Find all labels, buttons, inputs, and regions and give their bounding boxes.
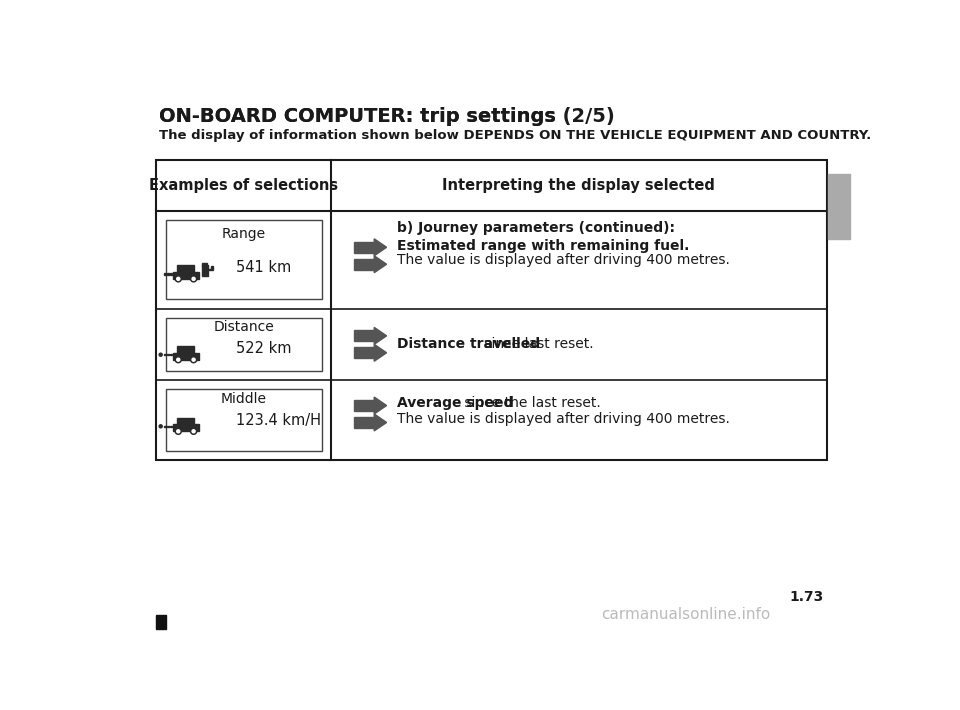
Bar	[164, 273, 166, 275]
Bar	[167, 273, 169, 275]
Bar	[207, 268, 211, 271]
Bar	[203, 263, 206, 266]
Text: since last reset.: since last reset.	[480, 337, 594, 351]
Text: Distance: Distance	[213, 320, 274, 334]
Bar	[164, 354, 166, 356]
Text: Average speed: Average speed	[396, 396, 513, 410]
Bar	[174, 424, 199, 431]
Circle shape	[177, 430, 180, 433]
Bar	[354, 347, 374, 358]
Bar	[174, 272, 199, 279]
Text: carmanualsonline.info: carmanualsonline.info	[601, 608, 770, 623]
Polygon shape	[374, 414, 387, 431]
Bar	[170, 425, 172, 427]
Polygon shape	[374, 327, 387, 344]
Polygon shape	[374, 239, 387, 256]
Bar	[178, 417, 194, 426]
Text: The value is displayed after driving 400 metres.: The value is displayed after driving 400…	[396, 253, 730, 267]
Text: 123.4 km/H: 123.4 km/H	[236, 413, 322, 427]
Text: 541 km: 541 km	[236, 260, 292, 275]
Circle shape	[192, 430, 195, 433]
Bar	[828, 174, 850, 239]
Bar	[354, 259, 374, 270]
Bar	[166, 389, 322, 451]
Text: 1.73: 1.73	[789, 590, 824, 604]
Bar	[354, 417, 374, 428]
Text: ON-BOARD COMPUTER: trip settings (2/5): ON-BOARD COMPUTER: trip settings (2/5)	[158, 106, 614, 126]
Text: Examples of selections: Examples of selections	[149, 178, 338, 193]
Circle shape	[190, 356, 197, 363]
Circle shape	[175, 428, 181, 435]
Text: Range: Range	[222, 226, 266, 241]
Bar	[354, 330, 374, 342]
Text: Distance travelled: Distance travelled	[396, 337, 540, 351]
Bar	[178, 346, 194, 354]
Text: The value is displayed after driving 400 metres.: The value is displayed after driving 400…	[396, 412, 730, 425]
Bar	[167, 425, 169, 427]
Text: Estimated range with remaining fuel.: Estimated range with remaining fuel.	[396, 239, 689, 253]
Text: The display of information shown below DEPENDS ON THE VEHICLE EQUIPMENT AND COUN: The display of information shown below D…	[158, 129, 871, 142]
Polygon shape	[374, 397, 387, 414]
Bar	[167, 354, 169, 356]
Polygon shape	[374, 344, 387, 361]
Text: b) Journey parameters (continued):: b) Journey parameters (continued):	[396, 221, 675, 234]
Polygon shape	[374, 256, 387, 273]
Circle shape	[192, 358, 195, 361]
Bar	[202, 266, 207, 276]
Circle shape	[190, 275, 197, 282]
Bar	[174, 353, 199, 360]
Circle shape	[175, 356, 181, 363]
Circle shape	[192, 278, 195, 280]
Bar	[166, 220, 322, 299]
Text: Middle: Middle	[221, 392, 267, 405]
Bar	[164, 425, 166, 427]
Bar	[178, 266, 194, 273]
Circle shape	[177, 278, 180, 280]
Text: since the last reset.: since the last reset.	[460, 396, 601, 410]
Bar	[166, 318, 322, 371]
Bar	[354, 242, 374, 253]
Circle shape	[177, 358, 180, 361]
Bar	[170, 273, 172, 275]
Bar	[170, 354, 172, 356]
Circle shape	[175, 275, 181, 282]
Text: 522 km: 522 km	[236, 341, 292, 356]
Bar	[156, 160, 827, 460]
Bar	[156, 615, 166, 629]
Circle shape	[190, 428, 197, 435]
Circle shape	[159, 353, 162, 356]
Text: Interpreting the display selected: Interpreting the display selected	[443, 178, 715, 193]
Circle shape	[159, 425, 162, 428]
Bar	[354, 400, 374, 411]
Text: ON-BOARD COMPUTER: trip settings: ON-BOARD COMPUTER: trip settings	[158, 106, 563, 126]
Bar	[211, 266, 213, 270]
